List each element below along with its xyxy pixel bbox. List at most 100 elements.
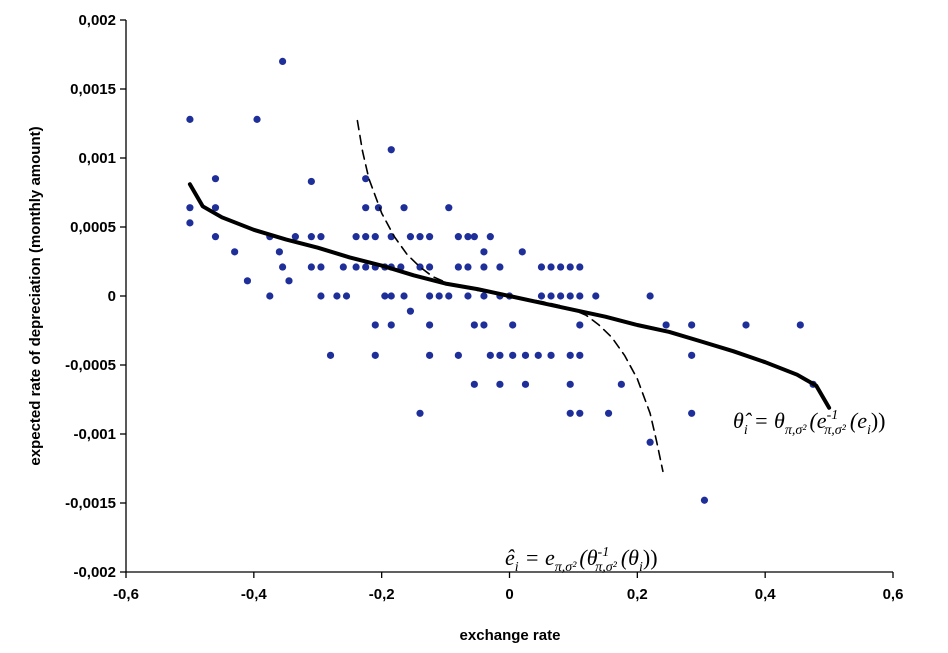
data-point bbox=[326, 351, 335, 359]
data-point bbox=[700, 496, 709, 504]
eq2-rhs: = e bbox=[525, 545, 555, 570]
x-tick-label: -0,2 bbox=[369, 586, 395, 603]
data-point bbox=[426, 233, 434, 241]
data-point bbox=[496, 380, 504, 388]
y-tick-label: 0,0015 bbox=[70, 81, 116, 98]
data-point bbox=[362, 175, 370, 183]
data-point bbox=[362, 204, 370, 212]
eq1-body-sub: π,σ² bbox=[824, 423, 846, 438]
data-point bbox=[662, 321, 670, 329]
data-point bbox=[381, 292, 389, 300]
eq1-rhs: = θ bbox=[754, 408, 785, 433]
eq1-body: (e bbox=[809, 408, 826, 433]
data-point bbox=[307, 233, 315, 241]
data-point bbox=[521, 351, 530, 359]
data-point bbox=[278, 263, 287, 271]
x-tick-label: 0,2 bbox=[627, 586, 648, 603]
data-point bbox=[464, 263, 472, 271]
data-point bbox=[646, 438, 654, 446]
data-point bbox=[547, 263, 555, 271]
data-point bbox=[480, 248, 488, 256]
data-point bbox=[400, 292, 408, 300]
data-point bbox=[592, 292, 600, 300]
data-point bbox=[445, 204, 453, 212]
data-point bbox=[426, 292, 434, 300]
data-point bbox=[362, 263, 370, 271]
data-point bbox=[186, 115, 194, 123]
data-point bbox=[426, 321, 434, 329]
data-point bbox=[486, 351, 494, 359]
eq2-body: (θ bbox=[579, 545, 597, 570]
data-point bbox=[464, 233, 472, 241]
data-point bbox=[243, 277, 252, 285]
data-point bbox=[617, 380, 625, 388]
data-point bbox=[317, 292, 325, 300]
x-tick-label: 0,4 bbox=[755, 586, 777, 603]
fitted-curves bbox=[187, 119, 832, 473]
x-tick-label: -0,4 bbox=[241, 586, 268, 603]
data-point bbox=[566, 351, 574, 359]
data-point bbox=[445, 292, 453, 300]
data-point bbox=[796, 321, 804, 329]
data-point bbox=[688, 351, 696, 359]
eq1-tail: (e bbox=[850, 408, 867, 433]
dashed-curve bbox=[356, 119, 664, 473]
eq2-rhs-sub: π,σ² bbox=[555, 560, 577, 575]
data-point bbox=[317, 263, 325, 271]
eq2-tail-sub: i bbox=[639, 560, 643, 575]
data-point bbox=[509, 321, 517, 329]
data-point bbox=[186, 204, 194, 212]
data-point bbox=[557, 292, 565, 300]
data-point bbox=[211, 175, 220, 183]
eq1-tail-sub: i bbox=[867, 423, 871, 438]
data-point bbox=[576, 409, 584, 417]
data-point bbox=[307, 263, 315, 271]
axes bbox=[125, 20, 893, 573]
data-point bbox=[317, 233, 325, 241]
eq2-lhs-sub: i bbox=[515, 560, 519, 575]
eq1-body-sup: -1 bbox=[827, 408, 839, 423]
axis-ticks: -0,6 -0,4 -0,2 0 0,2 0,4 0,6 -0,002 -0,0015 -0,00… bbox=[65, 12, 903, 603]
data-point bbox=[496, 351, 504, 359]
data-point bbox=[211, 204, 220, 212]
data-point bbox=[576, 321, 584, 329]
data-point bbox=[557, 263, 565, 271]
y-tick-label: -0,001 bbox=[73, 426, 116, 443]
data-point bbox=[576, 263, 584, 271]
data-point bbox=[509, 351, 517, 359]
eq1-rhs-sub: π,σ² bbox=[785, 423, 807, 438]
y-tick-label: 0 bbox=[108, 288, 116, 305]
data-point bbox=[406, 307, 415, 315]
data-point bbox=[231, 248, 239, 256]
data-point bbox=[371, 351, 379, 359]
data-point bbox=[604, 409, 613, 417]
x-tick-label: 0 bbox=[505, 586, 513, 603]
data-point bbox=[406, 233, 415, 241]
eq2-tail: (θ bbox=[621, 545, 639, 570]
data-point bbox=[291, 233, 299, 241]
data-point bbox=[333, 292, 341, 300]
data-point bbox=[534, 351, 542, 359]
data-point bbox=[275, 248, 283, 256]
data-point bbox=[387, 292, 395, 300]
eq2-body-sup: -1 bbox=[598, 545, 610, 560]
data-point bbox=[371, 321, 379, 329]
data-point bbox=[371, 233, 379, 241]
data-point bbox=[454, 263, 462, 271]
data-point bbox=[454, 351, 462, 359]
eq2-end: )) bbox=[643, 545, 658, 570]
data-point bbox=[576, 351, 584, 359]
data-point bbox=[470, 233, 478, 241]
data-point bbox=[454, 233, 462, 241]
data-point bbox=[253, 115, 261, 123]
data-point bbox=[470, 380, 478, 388]
data-point bbox=[480, 263, 488, 271]
data-point bbox=[342, 292, 351, 300]
data-point bbox=[537, 263, 546, 271]
data-point bbox=[742, 321, 750, 329]
data-point bbox=[537, 292, 546, 300]
data-point bbox=[480, 321, 488, 329]
data-point bbox=[518, 248, 526, 256]
data-point bbox=[435, 292, 443, 300]
